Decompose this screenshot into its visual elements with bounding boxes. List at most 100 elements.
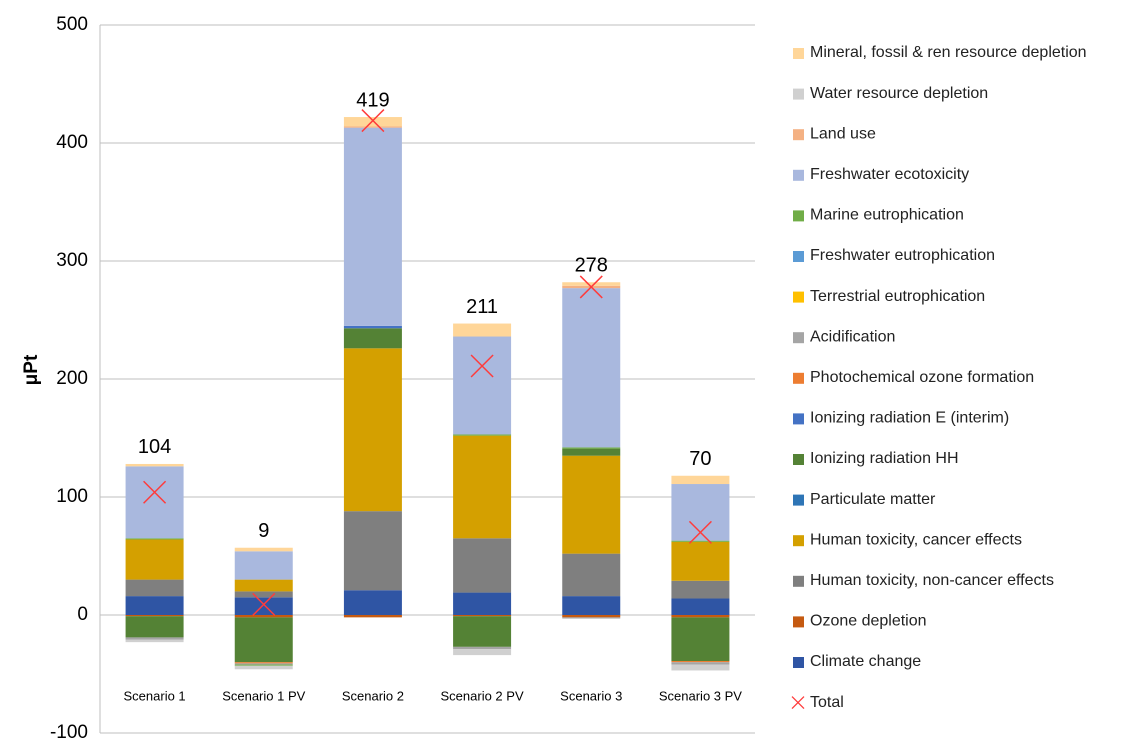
bar-segment (125, 637, 184, 640)
bar-segment (562, 448, 621, 456)
x-tick-label: Scenario 2 PV (441, 688, 524, 703)
x-tick-label: Scenario 1 (124, 688, 186, 703)
total-marker (361, 109, 385, 133)
legend-swatch (793, 48, 804, 59)
legend-swatch (793, 129, 804, 141)
bar-segment (671, 580, 730, 599)
bar-segment (671, 598, 730, 615)
bar-segment (453, 616, 512, 647)
bar-segment (343, 328, 402, 349)
total-marker (470, 354, 494, 378)
legend-label: Particulate matter (810, 491, 936, 508)
legend-label: Freshwater eutrophication (810, 247, 995, 264)
legend-swatch (793, 210, 804, 222)
bar-segment (125, 463, 184, 467)
bar-segment (453, 646, 512, 650)
bar-segment (562, 447, 621, 449)
bar-segment (453, 649, 512, 656)
bar-segment (125, 538, 184, 540)
total-marker (252, 592, 276, 616)
bar-segment (343, 325, 402, 329)
bar-segment (234, 617, 293, 663)
bar-segment (562, 596, 621, 615)
bar-segment (234, 615, 293, 618)
legend-swatch (793, 494, 804, 506)
bar-segment (343, 348, 402, 512)
bar-segment (125, 539, 184, 580)
legend-swatch (793, 616, 804, 628)
value-label: 419 (356, 89, 389, 111)
legend-swatch (793, 657, 804, 668)
bar-segment (562, 455, 621, 554)
bar-segment (671, 541, 730, 581)
y-tick-label: 0 (77, 604, 88, 625)
legend-swatch (793, 88, 804, 100)
legend-swatch (793, 169, 804, 181)
bar-segment (562, 288, 621, 448)
bar-segment (562, 553, 621, 597)
value-label: 9 (258, 520, 269, 542)
legend-swatch (793, 535, 804, 547)
bar-segment (234, 665, 293, 670)
y-tick-label: 500 (56, 14, 88, 35)
bar-segment (343, 590, 402, 615)
bar-segment (453, 323, 512, 337)
bar-segment (234, 663, 293, 665)
legend-label: Terrestrial eutrophication (810, 288, 985, 305)
y-tick-label: 400 (56, 132, 88, 153)
legend-swatch (793, 413, 804, 425)
bar-segment (671, 664, 730, 671)
bar-segment (562, 282, 621, 286)
legend-label: Water resource depletion (810, 85, 988, 102)
bar-segment (671, 540, 730, 542)
bar-segment (125, 615, 184, 617)
legend-label: Marine eutrophication (810, 207, 964, 224)
bar-segment (343, 117, 402, 127)
bar-segment (671, 661, 730, 663)
bar-segment (343, 615, 402, 618)
y-tick-label: 100 (56, 486, 88, 507)
legend-label: Acidification (810, 328, 895, 345)
bar-segment (671, 475, 730, 485)
bar-segment (234, 591, 293, 598)
y-tick-label: 200 (56, 368, 88, 389)
bar-segment (234, 664, 293, 666)
legend-swatch (793, 291, 804, 303)
legend-swatch (793, 372, 804, 384)
legend-label: Climate change (810, 653, 921, 670)
total-marker (688, 520, 712, 544)
bar-segment (453, 435, 512, 539)
bar-segment (125, 466, 184, 539)
x-tick-label: Scenario 3 (560, 688, 622, 703)
bar-segment (671, 484, 730, 541)
legend-label: Ozone depletion (810, 613, 927, 630)
bar-segment (234, 551, 293, 580)
legend-label: Human toxicity, cancer effects (810, 531, 1022, 548)
bar-segment (453, 592, 512, 615)
y-tick-label: 300 (56, 250, 88, 271)
legend-label: Mineral, fossil & ren resource depletion (810, 44, 1087, 61)
x-tick-label: Scenario 1 PV (222, 688, 305, 703)
x-tick-label: Scenario 3 PV (659, 688, 742, 703)
legend-label: Human toxicity, non-cancer effects (810, 572, 1054, 589)
bar-segment (671, 615, 730, 618)
bar-segment (343, 127, 402, 326)
legend-label: Land use (810, 125, 876, 142)
total-marker (143, 480, 167, 504)
bar-segment (343, 511, 402, 591)
legend-swatch (793, 332, 804, 344)
value-label: 70 (689, 448, 711, 470)
y-tick-label: -100 (50, 722, 88, 741)
bar-segment (671, 662, 730, 665)
bar-segment (234, 662, 293, 664)
bar-segment (671, 617, 730, 662)
x-tick-label: Scenario 2 (342, 688, 404, 703)
legend-swatch (793, 251, 804, 262)
legend-label: Total (810, 694, 844, 711)
bar-segment (453, 434, 512, 436)
bar-segment (125, 639, 184, 643)
value-label: 278 (575, 255, 608, 277)
bar-segment (453, 538, 512, 593)
bar-segment (453, 336, 512, 435)
legend-label: Ionizing radiation HH (810, 450, 959, 467)
